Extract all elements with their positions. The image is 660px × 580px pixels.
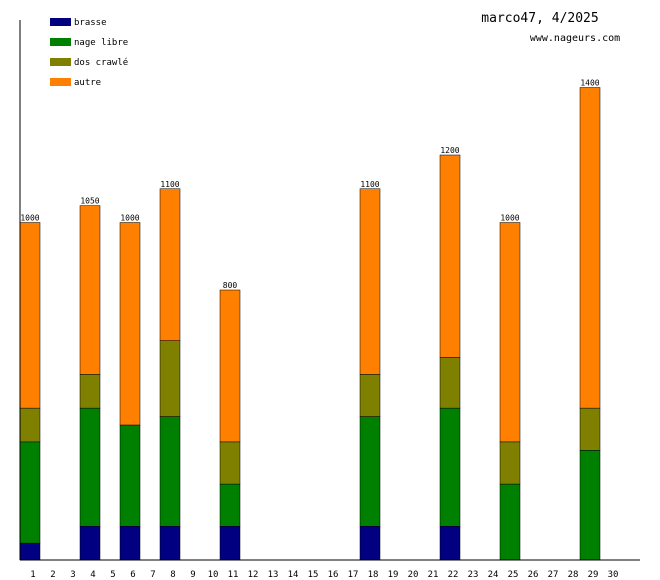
bar-segment-brasse-day-8 xyxy=(159,526,181,561)
x-tick-label-3: 3 xyxy=(70,570,75,580)
total-labels-layer: 1000 1050 1000 1100 800 1100 1200 1000 1400 xyxy=(20,79,599,291)
bar-segment-dos-crawlé-day-18 xyxy=(359,374,381,417)
total-label-day-29: 1400 xyxy=(580,79,599,88)
x-tick-label-17: 17 xyxy=(348,570,359,580)
bar-segment-dos-crawlé-day-22 xyxy=(439,357,461,409)
x-tick-label-4: 4 xyxy=(90,570,95,580)
total-label-day-4: 1050 xyxy=(80,197,99,206)
legend-swatch-dos-crawle xyxy=(50,58,71,66)
bar-segment-dos-crawlé-day-1 xyxy=(19,407,41,443)
x-tick-label-12: 12 xyxy=(248,570,259,580)
x-tick-label-27: 27 xyxy=(548,570,559,580)
bar-segment-dos-crawlé-day-25 xyxy=(499,441,521,485)
x-tick-label-25: 25 xyxy=(508,570,519,580)
x-tick-label-19: 19 xyxy=(388,570,399,580)
bar-segment-nage-libre-day-25 xyxy=(499,483,521,561)
legend-swatch-brasse xyxy=(50,18,71,26)
bar-segment-brasse-day-6 xyxy=(119,526,141,561)
bar-segment-brasse-day-1 xyxy=(19,542,41,561)
x-tick-label-6: 6 xyxy=(130,570,135,580)
chart-title: marco47, 4/2025 xyxy=(481,11,598,26)
x-tick-label-26: 26 xyxy=(528,570,539,580)
legend-item-dos-crawle: dos crawlé xyxy=(50,57,128,68)
bar-segment-brasse-day-22 xyxy=(439,526,461,561)
legend-label-dos-crawle: dos crawlé xyxy=(74,57,128,68)
legend-swatch-nage-libre xyxy=(50,38,71,46)
bar-segment-dos-crawlé-day-4 xyxy=(79,374,101,409)
site-url: www.nageurs.com xyxy=(530,33,620,44)
x-tick-label-16: 16 xyxy=(328,570,339,580)
bar-segment-dos-crawlé-day-8 xyxy=(159,340,181,417)
x-tick-label-10: 10 xyxy=(208,570,219,580)
bar-segment-nage-libre-day-29 xyxy=(579,450,601,561)
total-label-day-22: 1200 xyxy=(440,146,459,155)
bar-segment-nage-libre-day-11 xyxy=(219,483,241,527)
legend: brasse nage libre dos crawlé autre xyxy=(50,18,128,88)
x-axis-tick-labels: 1 2 3 4 5 6 7 8 9 10 11 12 13 14 15 16 17 18 19 20 21 22 23 24 2… xyxy=(30,570,618,580)
bar-segment-autre-day-11 xyxy=(219,289,241,443)
x-tick-label-1: 1 xyxy=(30,570,35,580)
x-tick-label-30: 30 xyxy=(608,570,619,580)
bar-segment-nage-libre-day-6 xyxy=(119,424,141,527)
x-tick-label-21: 21 xyxy=(428,570,439,580)
legend-swatch-autre xyxy=(50,78,71,86)
bar-segment-autre-day-6 xyxy=(119,222,141,426)
bar-segment-autre-day-22 xyxy=(439,154,461,358)
total-label-day-11: 800 xyxy=(223,281,238,290)
bar-segment-brasse-day-11 xyxy=(219,526,241,561)
bar-segment-autre-day-29 xyxy=(579,87,601,409)
legend-item-nage-libre: nage libre xyxy=(50,38,128,48)
legend-label-nage-libre: nage libre xyxy=(74,38,128,48)
x-tick-label-18: 18 xyxy=(368,570,379,580)
x-tick-label-22: 22 xyxy=(448,570,459,580)
x-tick-label-15: 15 xyxy=(308,570,319,580)
x-tick-label-13: 13 xyxy=(268,570,279,580)
bar-segment-nage-libre-day-4 xyxy=(79,407,101,527)
x-tick-label-20: 20 xyxy=(408,570,419,580)
legend-label-autre: autre xyxy=(74,78,101,88)
bar-segment-nage-libre-day-1 xyxy=(19,441,41,544)
bar-segment-autre-day-25 xyxy=(499,222,521,443)
bar-segment-dos-crawlé-day-11 xyxy=(219,441,241,485)
x-tick-label-29: 29 xyxy=(588,570,599,580)
bar-segment-nage-libre-day-8 xyxy=(159,416,181,527)
x-tick-label-23: 23 xyxy=(468,570,479,580)
x-tick-label-28: 28 xyxy=(568,570,579,580)
x-tick-label-24: 24 xyxy=(488,570,499,580)
x-tick-label-5: 5 xyxy=(110,570,115,580)
x-tick-label-7: 7 xyxy=(150,570,155,580)
total-label-day-8: 1100 xyxy=(160,180,179,189)
bar-segment-dos-crawlé-day-29 xyxy=(579,407,601,451)
x-tick-label-14: 14 xyxy=(288,570,299,580)
bars-layer xyxy=(19,87,601,561)
total-label-day-18: 1100 xyxy=(360,180,379,189)
legend-label-brasse: brasse xyxy=(74,18,107,28)
legend-item-autre: autre xyxy=(50,78,101,88)
x-tick-label-8: 8 xyxy=(170,570,175,580)
bar-segment-autre-day-1 xyxy=(19,222,41,409)
total-label-day-6: 1000 xyxy=(120,214,139,223)
x-tick-label-9: 9 xyxy=(190,570,195,580)
bar-segment-nage-libre-day-18 xyxy=(359,416,381,527)
legend-item-brasse: brasse xyxy=(50,18,107,28)
total-label-day-1: 1000 xyxy=(20,214,39,223)
bar-segment-autre-day-4 xyxy=(79,205,101,375)
x-tick-label-11: 11 xyxy=(228,570,239,580)
bar-segment-autre-day-18 xyxy=(359,188,381,375)
bar-segment-autre-day-8 xyxy=(159,188,181,341)
bar-segment-brasse-day-18 xyxy=(359,526,381,561)
x-tick-label-2: 2 xyxy=(50,570,55,580)
bar-segment-brasse-day-4 xyxy=(79,526,101,561)
total-label-day-25: 1000 xyxy=(500,214,519,223)
bar-segment-nage-libre-day-22 xyxy=(439,407,461,527)
